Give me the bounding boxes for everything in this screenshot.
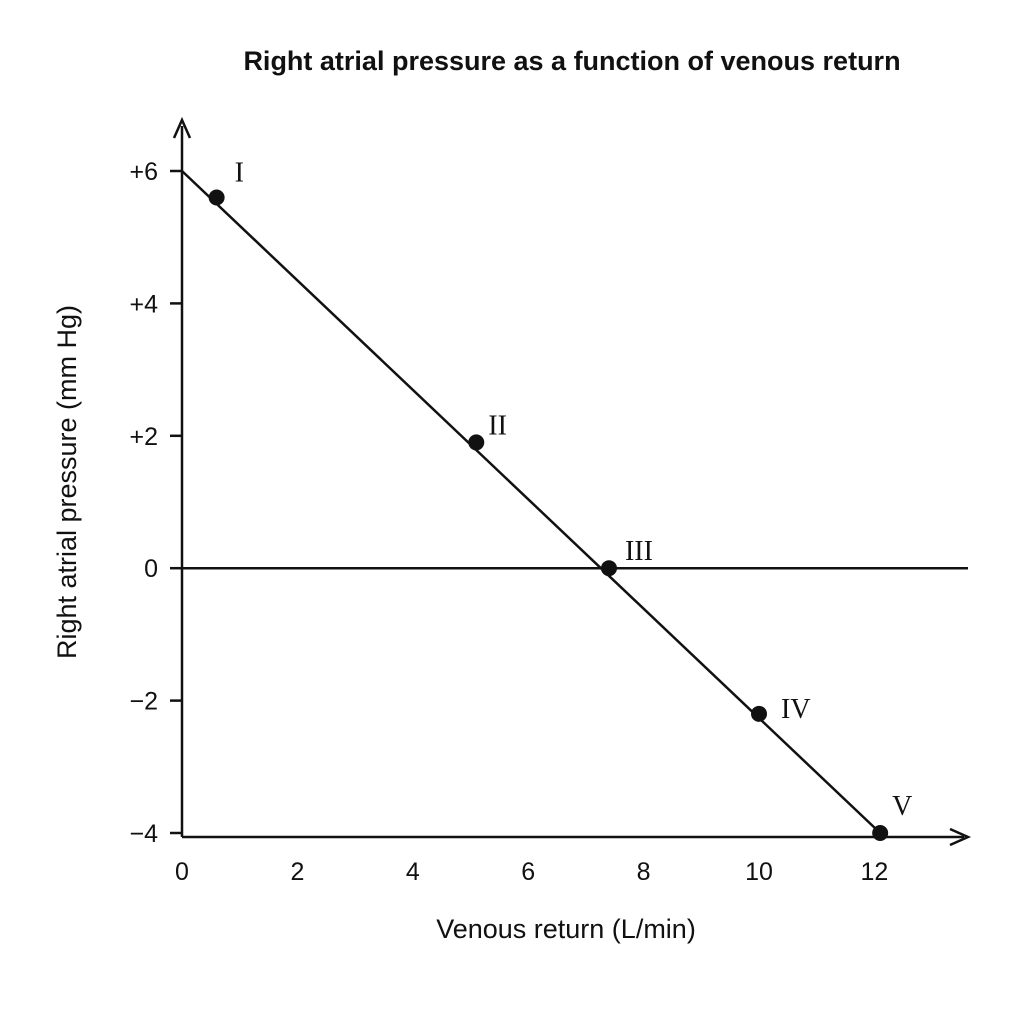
- y-tick-label: −2: [129, 688, 158, 716]
- y-tick-label: +2: [129, 423, 158, 451]
- series-line: [181, 170, 882, 834]
- x-axis-arrow: [949, 827, 972, 847]
- ticks: 0 2 4 6 8 10 12 +6 +4 +2 0 −2 −4: [129, 158, 888, 886]
- x-tick-label: 8: [637, 858, 651, 886]
- data-point: [751, 705, 767, 722]
- y-axis-label: Right atrial pressure (mm Hg): [52, 305, 82, 659]
- data-point: [600, 560, 617, 577]
- x-tick-label: 6: [521, 858, 535, 886]
- y-tick-label: +4: [129, 290, 158, 318]
- data-point: [872, 825, 889, 841]
- y-tick-label: −4: [129, 820, 158, 848]
- y-tick-label: 0: [144, 555, 158, 583]
- axes: [172, 116, 972, 847]
- y-tick-label: +6: [129, 158, 158, 186]
- y-axis-arrow: [172, 116, 192, 139]
- x-tick-label: 10: [745, 858, 773, 886]
- data-point: [208, 189, 225, 206]
- x-tick-label: 12: [860, 858, 888, 886]
- x-tick-label: 2: [290, 858, 304, 886]
- point-label: IV: [781, 694, 811, 725]
- point-label: I: [235, 157, 244, 188]
- point-label: V: [892, 791, 912, 822]
- data-point: [468, 434, 485, 451]
- x-tick-label: 4: [406, 858, 420, 886]
- x-axis-label: Venous return (L/min): [436, 914, 696, 944]
- point-label: III: [625, 536, 653, 567]
- chart-title: Right atrial pressure as a function of v…: [243, 46, 900, 76]
- x-tick-label: 0: [175, 858, 189, 886]
- point-label: II: [488, 410, 507, 441]
- series: [181, 170, 882, 834]
